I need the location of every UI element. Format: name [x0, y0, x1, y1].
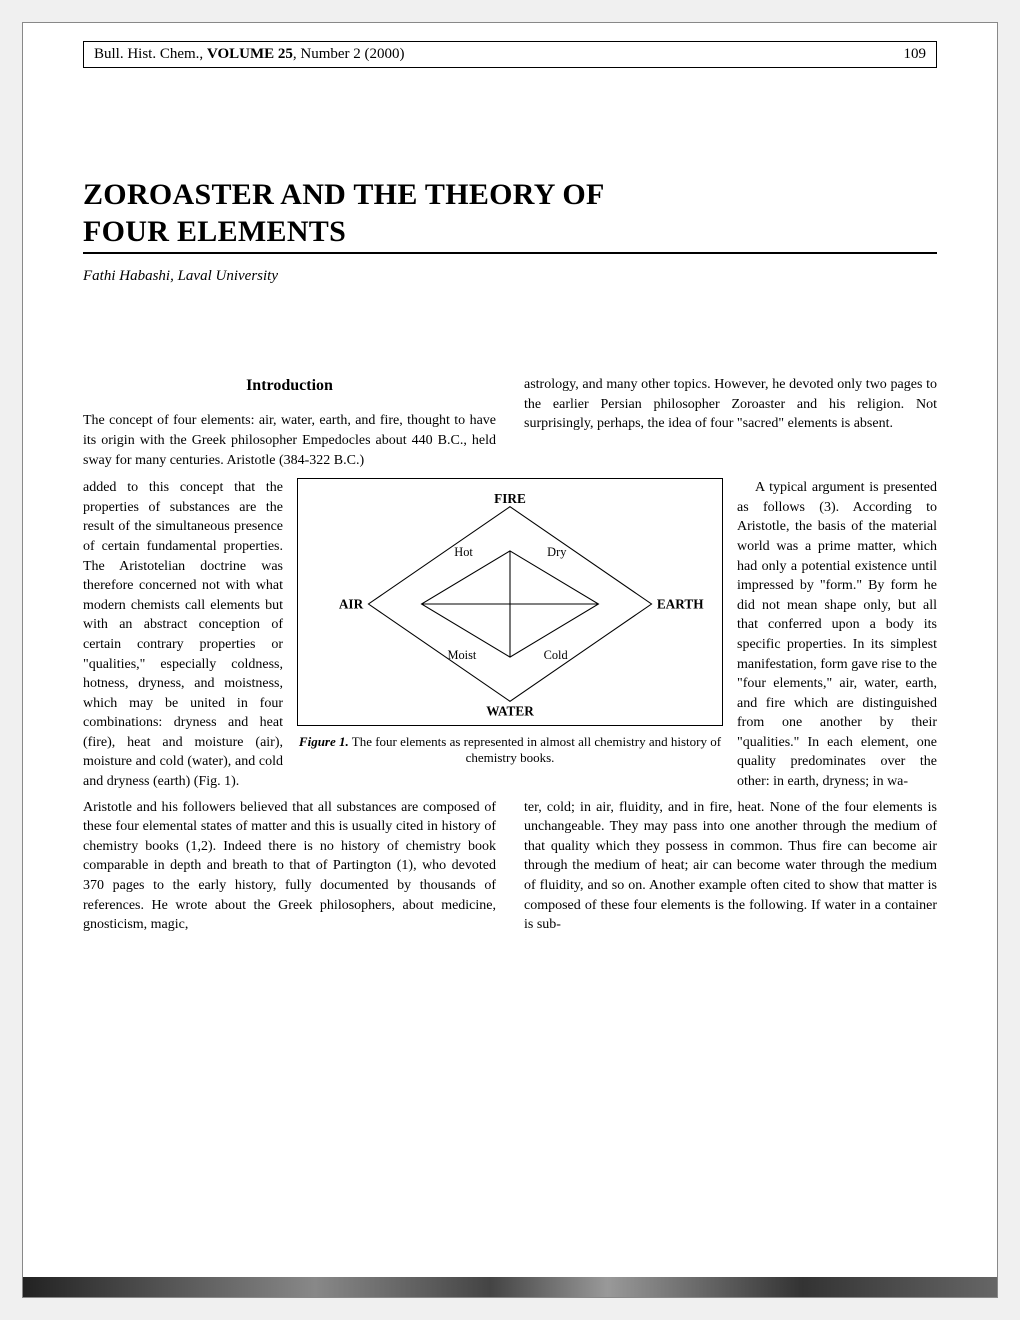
article-title-line1: ZOROASTER AND THE THEORY OF: [83, 178, 937, 212]
two-column-body: Introduction The concept of four element…: [83, 375, 937, 472]
left-para-1: The concept of four elements: air, water…: [83, 411, 496, 470]
two-column-body-continued: Aristotle and his followers believed tha…: [83, 798, 937, 937]
article-title-line2: FOUR ELEMENTS: [83, 215, 937, 249]
figure-wrapper: Hot Dry Moist Cold FIRE AIR EARTH WATER …: [297, 478, 723, 766]
figure-caption: Figure 1. The four elements as represent…: [297, 734, 723, 766]
author-line: Fathi Habashi, Laval University: [83, 268, 937, 285]
figure-caption-text: The four elements as represented in almo…: [349, 734, 721, 765]
label-cold: Cold: [544, 648, 569, 662]
scan-artifact-strip: [23, 1277, 997, 1297]
label-air: AIR: [339, 597, 364, 612]
volume-label: VOLUME 25: [207, 46, 293, 62]
journal-citation: Bull. Hist. Chem., VOLUME 25, Number 2 (…: [94, 46, 405, 63]
right-column-cont: ter, cold; in air, fluidity, and in fire…: [524, 798, 937, 937]
label-hot: Hot: [454, 545, 473, 559]
right-split-text: A typical argument is presented as follo…: [737, 478, 937, 792]
title-rule: [83, 252, 937, 254]
left-column-cont: Aristotle and his followers believed tha…: [83, 798, 496, 937]
journal-header: Bull. Hist. Chem., VOLUME 25, Number 2 (…: [83, 41, 937, 68]
label-earth: EARTH: [657, 597, 704, 612]
four-elements-diagram: Hot Dry Moist Cold FIRE AIR EARTH WATER: [308, 489, 712, 719]
right-split-text-content: A typical argument is presented as follo…: [737, 480, 937, 789]
right-para-1: astrology, and many other topics. Howeve…: [524, 375, 937, 434]
left-para-2: Aristotle and his followers believed tha…: [83, 798, 496, 935]
figure-number: Figure 1.: [299, 734, 349, 749]
section-heading-intro: Introduction: [83, 375, 496, 397]
page-number: 109: [904, 46, 927, 63]
left-split-text: added to this concept that the propertie…: [83, 478, 283, 792]
issue-suffix: , Number 2 (2000): [293, 46, 405, 62]
figure-row: added to this concept that the propertie…: [83, 478, 937, 792]
figure-box: Hot Dry Moist Cold FIRE AIR EARTH WATER: [297, 478, 723, 726]
page-container: Bull. Hist. Chem., VOLUME 25, Number 2 (…: [22, 22, 998, 1298]
label-dry: Dry: [547, 545, 567, 559]
right-column: astrology, and many other topics. Howeve…: [524, 375, 937, 472]
label-moist: Moist: [447, 648, 476, 662]
right-para-2: ter, cold; in air, fluidity, and in fire…: [524, 798, 937, 935]
left-column: Introduction The concept of four element…: [83, 375, 496, 472]
label-fire: FIRE: [494, 491, 526, 506]
label-water: WATER: [486, 704, 534, 719]
journal-prefix: Bull. Hist. Chem.,: [94, 46, 207, 62]
